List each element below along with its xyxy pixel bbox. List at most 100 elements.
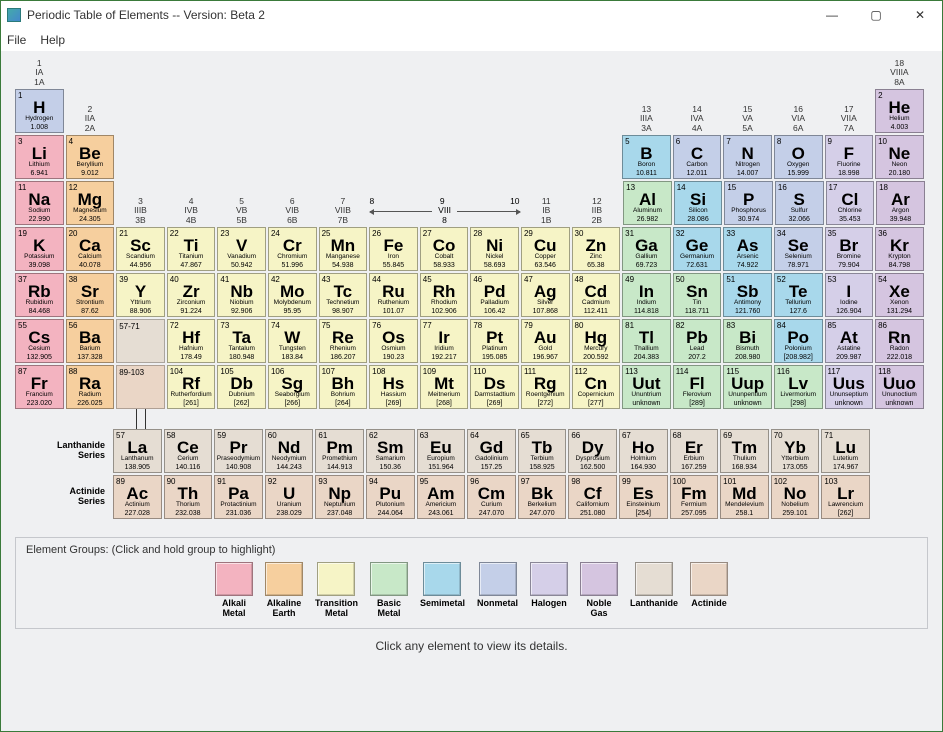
element-Ho[interactable]: 67 Ho Holmium 164.930: [619, 429, 668, 473]
element-P[interactable]: 15 P Phosphorus 30.974: [724, 181, 773, 225]
element-Ds[interactable]: 110 Ds Darmstadtium [269]: [470, 365, 519, 409]
element-Ta[interactable]: 73 Ta Tantalum 180.948: [217, 319, 266, 363]
element-Lu[interactable]: 71 Lu Lutetium 174.967: [821, 429, 870, 473]
element-B[interactable]: 5 B Boron 10.811: [622, 135, 671, 179]
element-Fe[interactable]: 26 Fe Iron 55.845: [369, 227, 418, 271]
element-Lr[interactable]: 103 Lr Lawrencium [262]: [821, 475, 870, 519]
maximize-button[interactable]: ▢: [854, 1, 898, 29]
element-Bh[interactable]: 107 Bh Bohrium [264]: [319, 365, 368, 409]
legend-alkali[interactable]: Alkali Metal: [215, 562, 253, 618]
legend-basic[interactable]: Basic Metal: [370, 562, 408, 618]
element-Cn[interactable]: 112 Cn Copernicium [277]: [572, 365, 621, 409]
legend-alkaline[interactable]: Alkaline Earth: [265, 562, 303, 618]
legend-lanthanide[interactable]: Lanthanide: [630, 562, 678, 618]
element-Mn[interactable]: 25 Mn Manganese 54.938: [319, 227, 368, 271]
element-Dy[interactable]: 66 Dy Dysprosium 162.500: [568, 429, 617, 473]
element-I[interactable]: 53 I Iodine 126.904: [825, 273, 874, 317]
element-Fm[interactable]: 100 Fm Fermium 257.095: [670, 475, 719, 519]
element-Mt[interactable]: 109 Mt Meitnerium [268]: [420, 365, 469, 409]
element-Uup[interactable]: 115 Uup Ununpentium unknown: [723, 365, 772, 409]
element-Pu[interactable]: 94 Pu Plutonium 244.064: [366, 475, 415, 519]
element-Na[interactable]: 11 Na Sodium 22.990: [15, 181, 64, 225]
element-Te[interactable]: 52 Te Tellurium 127.6: [774, 273, 823, 317]
element-In[interactable]: 49 In Indium 114.818: [622, 273, 671, 317]
element-Cl[interactable]: 17 Cl Chlorine 35.453: [826, 181, 875, 225]
element-La[interactable]: 57 La Lanthanum 138.905: [113, 429, 162, 473]
element-Ge[interactable]: 32 Ge Germanium 72.631: [673, 227, 722, 271]
element-Sm[interactable]: 62 Sm Samarium 150.36: [366, 429, 415, 473]
element-He[interactable]: 2 He Helium 4.003: [875, 89, 924, 133]
element-Er[interactable]: 68 Er Erbium 167.259: [670, 429, 719, 473]
minimize-button[interactable]: —: [810, 1, 854, 29]
element-Pm[interactable]: 61 Pm Promethium 144.913: [315, 429, 364, 473]
element-V[interactable]: 23 V Vanadium 50.942: [217, 227, 266, 271]
element-Cu[interactable]: 29 Cu Copper 63.546: [521, 227, 570, 271]
element-At[interactable]: 85 At Astatine 209.987: [825, 319, 874, 363]
element-Y[interactable]: 39 Y Yttrium 88.906: [116, 273, 165, 317]
element-Be[interactable]: 4 Be Beryllium 9.012: [66, 135, 115, 179]
element-Ga[interactable]: 31 Ga Gallium 69.723: [622, 227, 671, 271]
element-Ra[interactable]: 88 Ra Radium 226.025: [66, 365, 115, 409]
element-C[interactable]: 6 C Carbon 12.011: [673, 135, 722, 179]
element-Ni[interactable]: 28 Ni Nickel 58.693: [470, 227, 519, 271]
legend-actinide[interactable]: Actinide: [690, 562, 728, 618]
legend-noble[interactable]: Noble Gas: [580, 562, 618, 618]
element-Es[interactable]: 99 Es Einsteinium [254]: [619, 475, 668, 519]
lanthanide-range[interactable]: 57-71: [116, 319, 165, 363]
element-Fr[interactable]: 87 Fr Francium 223.020: [15, 365, 64, 409]
element-Pr[interactable]: 59 Pr Praseodymium 140.908: [214, 429, 263, 473]
element-Ti[interactable]: 22 Ti Titanium 47.867: [167, 227, 216, 271]
element-Tl[interactable]: 81 Tl Thallium 204.383: [622, 319, 671, 363]
legend-nonmetal[interactable]: Nonmetal: [477, 562, 518, 618]
legend-semimetal[interactable]: Semimetal: [420, 562, 465, 618]
element-N[interactable]: 7 N Nitrogen 14.007: [723, 135, 772, 179]
element-Eu[interactable]: 63 Eu Europium 151.964: [417, 429, 466, 473]
element-Nb[interactable]: 41 Nb Niobium 92.906: [217, 273, 266, 317]
actinide-range[interactable]: 89-103: [116, 365, 165, 409]
element-Ac[interactable]: 89 Ac Actinium 227.028: [113, 475, 162, 519]
element-Po[interactable]: 84 Po Polonium [208.982]: [774, 319, 823, 363]
element-Li[interactable]: 3 Li Lithium 6.941: [15, 135, 64, 179]
element-H[interactable]: 1 H Hydrogen 1.008: [15, 89, 64, 133]
menu-file[interactable]: File: [7, 33, 26, 47]
element-U[interactable]: 92 U Uranium 238.029: [265, 475, 314, 519]
element-As[interactable]: 33 As Arsenic 74.922: [723, 227, 772, 271]
legend-transition[interactable]: Transition Metal: [315, 562, 358, 618]
element-Cd[interactable]: 48 Cd Cadmium 112.411: [572, 273, 621, 317]
element-Db[interactable]: 105 Db Dubnium [262]: [217, 365, 266, 409]
legend-halogen[interactable]: Halogen: [530, 562, 568, 618]
element-W[interactable]: 74 W Tungsten 183.84: [268, 319, 317, 363]
element-No[interactable]: 102 No Nobelium 259.101: [771, 475, 820, 519]
element-Bk[interactable]: 97 Bk Berkelium 247.070: [518, 475, 567, 519]
element-Si[interactable]: 14 Si Silicon 28.086: [674, 181, 723, 225]
element-Nd[interactable]: 60 Nd Neodymium 144.243: [265, 429, 314, 473]
element-K[interactable]: 19 K Potassium 39.098: [15, 227, 64, 271]
element-Sb[interactable]: 51 Sb Antimony 121.760: [723, 273, 772, 317]
element-Uut[interactable]: 113 Uut Ununtrium unknown: [622, 365, 671, 409]
element-Pa[interactable]: 91 Pa Protactinium 231.036: [214, 475, 263, 519]
element-Tc[interactable]: 43 Tc Technetium 98.907: [319, 273, 368, 317]
element-Bi[interactable]: 83 Bi Bismuth 208.980: [723, 319, 772, 363]
element-S[interactable]: 16 S Sulfur 32.066: [775, 181, 824, 225]
element-Re[interactable]: 75 Re Rhenium 186.207: [319, 319, 368, 363]
element-Uuo[interactable]: 118 Uuo Ununoctium unknown: [875, 365, 924, 409]
element-Sg[interactable]: 106 Sg Seaborgium [266]: [268, 365, 317, 409]
element-Rb[interactable]: 37 Rb Rubidium 84.468: [15, 273, 64, 317]
element-Ba[interactable]: 56 Ba Barium 137.328: [66, 319, 115, 363]
element-Np[interactable]: 93 Np Neptunium 237.048: [315, 475, 364, 519]
element-Ce[interactable]: 58 Ce Cerium 140.116: [164, 429, 213, 473]
element-Zn[interactable]: 30 Zn Zinc 65.38: [572, 227, 621, 271]
element-Zr[interactable]: 40 Zr Zirconium 91.224: [167, 273, 216, 317]
element-Cs[interactable]: 55 Cs Cesium 132.905: [15, 319, 64, 363]
element-Mo[interactable]: 42 Mo Molybdenum 95.95: [268, 273, 317, 317]
element-Kr[interactable]: 36 Kr Krypton 84.798: [875, 227, 924, 271]
element-Rg[interactable]: 111 Rg Roentgenium [272]: [521, 365, 570, 409]
element-Br[interactable]: 35 Br Bromine 79.904: [825, 227, 874, 271]
element-Tb[interactable]: 65 Tb Terbium 158.925: [518, 429, 567, 473]
element-Os[interactable]: 76 Os Osmium 190.23: [369, 319, 418, 363]
element-Rh[interactable]: 45 Rh Rhodium 102.906: [420, 273, 469, 317]
menu-help[interactable]: Help: [40, 33, 65, 47]
element-Lv[interactable]: 116 Lv Livermorium [298]: [774, 365, 823, 409]
element-Sn[interactable]: 50 Sn Tin 118.711: [673, 273, 722, 317]
element-Sc[interactable]: 21 Sc Scandium 44.956: [116, 227, 165, 271]
